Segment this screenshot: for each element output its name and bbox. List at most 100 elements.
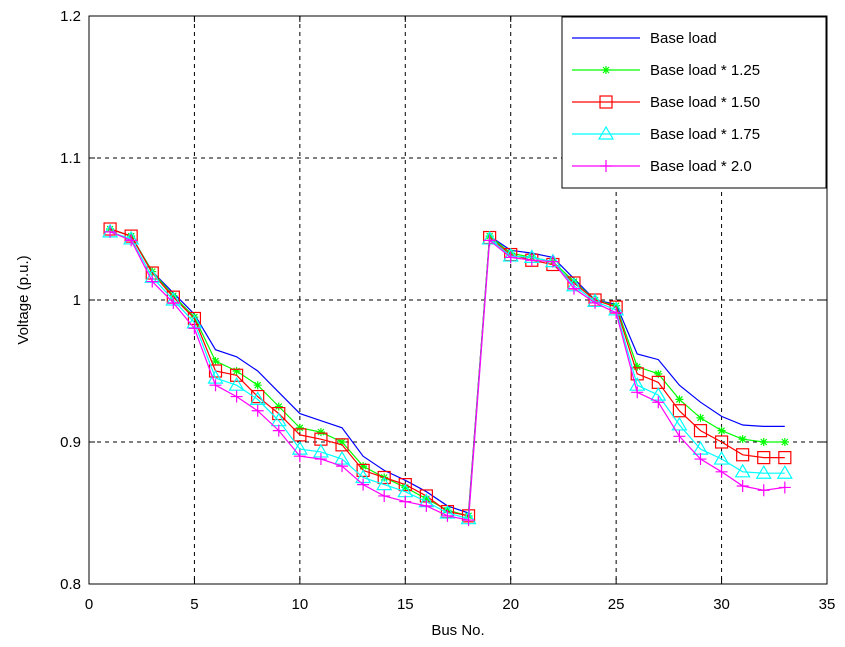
data-point-plus — [778, 481, 791, 494]
data-point-triangle — [755, 465, 772, 479]
data-point-plus — [378, 489, 391, 502]
data-point-star — [717, 426, 726, 435]
legend-label: Base load * 1.50 — [650, 94, 760, 111]
data-point-plus — [399, 495, 412, 508]
data-point-plus — [757, 484, 770, 497]
data-point-star — [148, 267, 157, 276]
data-point-triangle — [228, 377, 245, 391]
x-axis-title: Bus No. — [431, 622, 484, 639]
series-5 — [104, 225, 791, 527]
data-point-plus — [673, 430, 686, 443]
x-tick-label: 25 — [608, 596, 625, 613]
data-point-plus — [125, 234, 138, 247]
data-point-square — [272, 407, 286, 421]
data-point-star — [602, 66, 610, 74]
data-point-plus — [104, 225, 117, 238]
data-point-triangle — [713, 450, 730, 465]
data-point-plus — [314, 453, 327, 466]
data-point-plus — [357, 478, 370, 491]
data-point-star — [422, 494, 431, 503]
data-point-plus — [525, 254, 538, 267]
data-point-plus — [736, 480, 749, 493]
data-point-plus — [251, 404, 264, 417]
data-point-plus — [209, 379, 222, 392]
legend-label: Base load — [650, 30, 717, 47]
y-tick-label: 1 — [73, 292, 81, 309]
axis-ticks: 0 5 10 15 20 25 30 35 0.8 0.9 1 1.1 1.2 — [60, 8, 835, 613]
data-point-star — [253, 381, 262, 390]
data-point-square — [251, 389, 265, 404]
y-tick-label: 0.8 — [60, 576, 81, 593]
data-point-plus — [600, 160, 612, 172]
data-point-plus — [567, 282, 580, 295]
x-tick-label: 0 — [85, 596, 93, 613]
data-point-plus — [272, 424, 285, 437]
x-tick-label: 10 — [292, 596, 309, 613]
x-tick-label: 30 — [713, 596, 730, 613]
data-point-square — [356, 463, 370, 477]
legend-item: Base load * 1.75 — [572, 125, 760, 143]
legend-label: Base load * 1.25 — [650, 62, 760, 79]
data-point-plus — [589, 296, 602, 309]
data-point-plus — [610, 306, 623, 319]
data-point-star — [190, 313, 199, 322]
data-point-triangle — [734, 463, 751, 478]
x-tick-label: 35 — [819, 596, 836, 613]
data-point-square — [599, 95, 613, 109]
data-point-star — [359, 462, 368, 471]
data-point-star — [316, 428, 325, 437]
y-tick-label: 1.1 — [60, 150, 81, 167]
data-point-square — [693, 424, 708, 438]
data-point-square — [335, 438, 349, 452]
data-point-star — [569, 277, 578, 286]
legend-item: Base load * 2.0 — [572, 158, 752, 175]
y-axis-title: Voltage (p.u.) — [15, 255, 32, 344]
data-point-star — [675, 395, 684, 404]
data-point-star — [633, 362, 642, 371]
data-point-star — [696, 413, 705, 422]
data-point-square — [230, 368, 244, 382]
data-point-plus — [715, 465, 728, 478]
grid — [89, 16, 827, 584]
data-point-star — [401, 483, 410, 492]
data-point-star — [654, 369, 663, 378]
data-point-star — [169, 291, 178, 300]
data-point-plus — [188, 322, 201, 335]
data-point-triangle — [597, 125, 615, 140]
data-point-star — [274, 402, 283, 411]
x-tick-label: 5 — [190, 596, 198, 613]
data-point-square — [293, 428, 307, 442]
data-point-square — [377, 470, 391, 485]
legend-box — [561, 16, 827, 189]
legend: Base load Base load * 1.25 Base load * 1.5… — [561, 16, 827, 189]
data-point-plus — [230, 390, 243, 403]
legend-item: Base load * 1.25 — [572, 62, 760, 79]
data-point-star — [738, 435, 747, 444]
data-point-star — [295, 423, 304, 432]
data-point-star — [780, 438, 789, 446]
y-tick-label: 0.9 — [60, 434, 81, 451]
data-point-star — [759, 438, 768, 446]
data-point-star — [211, 357, 220, 366]
data-point-plus — [146, 275, 159, 288]
data-point-plus — [167, 296, 180, 309]
legend-item: Base load * 1.50 — [572, 94, 760, 111]
data-point-plus — [546, 255, 559, 268]
data-point-plus — [462, 514, 475, 527]
data-point-triangle — [671, 416, 688, 431]
y-tick-label: 1.2 — [60, 8, 81, 25]
data-point-triangle — [376, 476, 393, 491]
data-point-square — [630, 367, 644, 381]
data-point-plus — [441, 509, 454, 522]
data-point-plus — [652, 396, 665, 409]
data-point-star — [338, 438, 347, 446]
x-tick-label: 15 — [397, 596, 414, 613]
legend-item: Base load — [572, 30, 717, 47]
data-point-plus — [420, 499, 433, 512]
data-point-square — [736, 448, 750, 462]
legend-label: Base load * 1.75 — [650, 126, 760, 143]
data-point-square — [757, 451, 771, 465]
data-point-square — [398, 478, 412, 492]
series-group — [102, 222, 793, 527]
